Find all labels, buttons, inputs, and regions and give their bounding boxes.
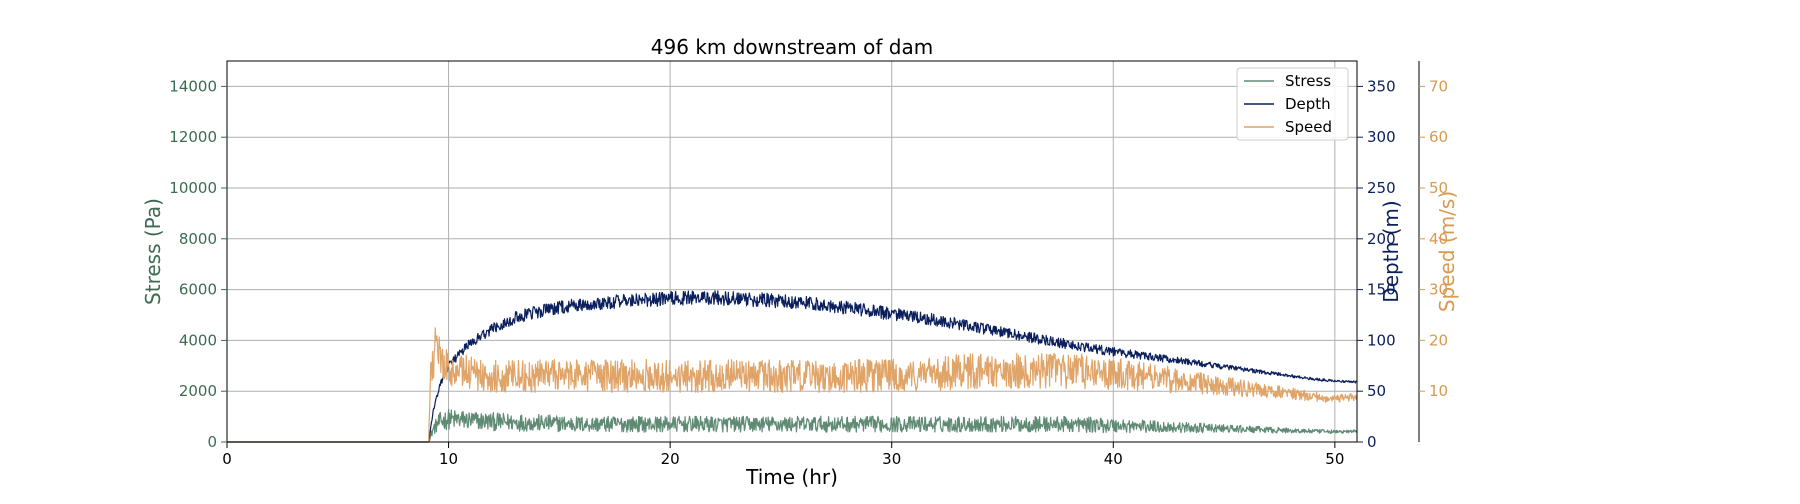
stress-tick-label: 2000 bbox=[179, 382, 217, 400]
depth-tick-label: 300 bbox=[1367, 128, 1396, 146]
x-tick-label: 40 bbox=[1104, 450, 1123, 468]
speed-tick-label: 60 bbox=[1429, 128, 1448, 146]
plot-frame bbox=[226, 60, 1358, 443]
series-line-depth bbox=[227, 290, 1358, 443]
depth-tick-label: 200 bbox=[1367, 230, 1396, 248]
depth-tick-label: 100 bbox=[1367, 331, 1396, 349]
depth-tick-label: 0 bbox=[1367, 433, 1377, 451]
legend-label-speed: Speed bbox=[1285, 118, 1332, 136]
x-tick-label: 50 bbox=[1325, 450, 1344, 468]
series-lines bbox=[227, 290, 1358, 443]
x-tick-label: 10 bbox=[439, 450, 458, 468]
depth-axis-title: Depth (m) bbox=[1379, 200, 1403, 302]
legend-label-stress: Stress bbox=[1285, 72, 1331, 90]
speed-axis-title: Speed (m/s) bbox=[1435, 191, 1459, 312]
legend-box bbox=[1236, 67, 1349, 141]
series-line-speed bbox=[227, 327, 1358, 443]
legend-label-depth: Depth bbox=[1285, 95, 1331, 113]
stress-tick-label: 14000 bbox=[169, 77, 217, 95]
stress-tick-label: 4000 bbox=[179, 331, 217, 349]
legend: Stress Depth Speed bbox=[1236, 67, 1349, 141]
stress-axis-title: Stress (Pa) bbox=[141, 198, 165, 305]
stress-tick-label: 0 bbox=[207, 433, 217, 451]
x-tick-label: 30 bbox=[882, 450, 901, 468]
stress-tick-label: 6000 bbox=[179, 281, 217, 299]
depth-tick-label: 250 bbox=[1367, 179, 1396, 197]
x-tick-label: 20 bbox=[661, 450, 680, 468]
stress-tick-label: 10000 bbox=[169, 179, 217, 197]
speed-tick-label: 20 bbox=[1429, 331, 1448, 349]
axes: 0 10 20 30 40 5002000400060008000100001200014… bbox=[141, 61, 1459, 468]
stress-tick-label: 12000 bbox=[169, 128, 217, 146]
chart-title: 496 km downstream of dam bbox=[651, 35, 933, 59]
x-tick-label: 0 bbox=[222, 450, 232, 468]
speed-tick-label: 50 bbox=[1429, 179, 1448, 197]
depth-tick-label: 350 bbox=[1367, 77, 1396, 95]
x-axis-title: Time (hr) bbox=[745, 465, 838, 489]
speed-tick-label: 40 bbox=[1429, 230, 1448, 248]
stress-tick-label: 8000 bbox=[179, 230, 217, 248]
depth-tick-label: 50 bbox=[1367, 382, 1386, 400]
speed-tick-label: 10 bbox=[1429, 382, 1448, 400]
series-line-stress bbox=[227, 409, 1358, 443]
depth-tick-label: 150 bbox=[1367, 281, 1396, 299]
speed-tick-label: 30 bbox=[1429, 281, 1448, 299]
speed-tick-label: 70 bbox=[1429, 77, 1448, 95]
